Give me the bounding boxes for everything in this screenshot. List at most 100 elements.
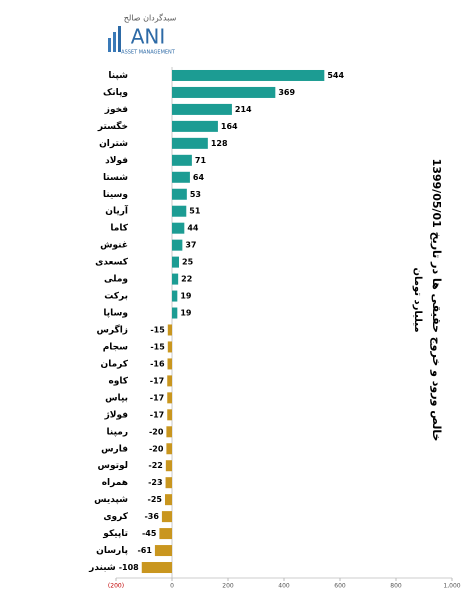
value-label: -17 xyxy=(150,393,164,402)
bar xyxy=(172,69,325,81)
category-label: رمپنا xyxy=(107,427,128,437)
value-label: 369 xyxy=(278,88,295,97)
bar xyxy=(172,171,190,183)
chart-title: خالص ورود و خروج حقیقی ها در تاریخ 1399/… xyxy=(429,159,443,442)
value-label: 71 xyxy=(195,156,207,165)
bar xyxy=(172,137,208,149)
value-label: 544 xyxy=(327,71,344,80)
category-label: وپانک xyxy=(103,88,128,98)
bar xyxy=(172,222,185,234)
value-label: -25 xyxy=(148,495,163,504)
value-label: -15 xyxy=(150,342,165,351)
category-label: شپدیس xyxy=(94,495,128,505)
bar xyxy=(167,409,172,421)
value-label: -61 xyxy=(137,546,152,555)
logo-bar xyxy=(113,32,116,52)
category-label: لوتوس xyxy=(98,461,128,471)
category-label: آریان xyxy=(105,205,129,217)
bar xyxy=(159,528,172,540)
value-label: 128 xyxy=(211,139,228,148)
category-label: کاما xyxy=(110,224,128,234)
value-label: -16 xyxy=(150,359,165,368)
category-label: فخوز xyxy=(104,105,128,115)
bar xyxy=(172,273,179,285)
category-label: کسعدی xyxy=(95,258,129,268)
value-label: 51 xyxy=(189,207,201,216)
value-label: 64 xyxy=(193,173,205,182)
category-label: همراه xyxy=(102,478,128,488)
category-label: شتران xyxy=(99,139,128,149)
category-label: فولاژ xyxy=(104,410,129,420)
value-label: -36 xyxy=(144,512,159,521)
bar xyxy=(161,511,172,523)
logo-bar xyxy=(118,26,121,52)
category-label: فولاد xyxy=(105,156,128,166)
category-label: کروی xyxy=(103,512,128,522)
bar xyxy=(167,341,172,353)
category-label: شستا xyxy=(103,173,128,183)
value-label: -15 xyxy=(150,325,165,334)
value-label: 214 xyxy=(235,105,252,114)
x-tick-label: 0 xyxy=(170,583,174,590)
bar xyxy=(165,477,172,489)
category-label: وساپا xyxy=(103,309,128,319)
value-label: -23 xyxy=(148,478,162,487)
bar xyxy=(154,545,172,557)
x-tick-label: 200 xyxy=(222,583,234,590)
category-label: کاوه xyxy=(108,376,128,386)
category-label: وسینا xyxy=(103,190,128,200)
value-label: -17 xyxy=(150,376,164,385)
category-label: سجام xyxy=(103,342,128,352)
bar xyxy=(172,307,178,319)
bar xyxy=(167,324,172,336)
value-label: 53 xyxy=(190,190,201,199)
category-label: کرمان xyxy=(101,359,129,369)
category-label: پارسان xyxy=(96,546,128,556)
bar xyxy=(172,256,179,268)
logo-tagline: ASSET MANAGEMENT xyxy=(121,50,176,56)
value-label: -17 xyxy=(150,410,164,419)
category-label: شبندر xyxy=(88,563,116,573)
bar xyxy=(172,103,232,115)
bar xyxy=(165,460,172,472)
bar xyxy=(167,392,172,404)
value-label: -45 xyxy=(142,529,157,538)
value-label: 44 xyxy=(187,224,199,233)
x-tick-label: 800 xyxy=(390,583,402,590)
category-label: خگستر xyxy=(97,120,128,132)
x-tick-label: 400 xyxy=(278,583,290,590)
bar xyxy=(172,205,187,217)
value-label: 37 xyxy=(185,241,196,250)
category-label: غنوش xyxy=(100,241,128,251)
category-label: زاگرس xyxy=(96,323,128,335)
bar xyxy=(166,443,172,455)
value-label: -108 xyxy=(119,563,139,572)
bar xyxy=(167,358,172,370)
bar xyxy=(165,494,172,506)
bar xyxy=(172,188,187,200)
x-tick-label: 600 xyxy=(334,583,346,590)
bar xyxy=(172,290,178,302)
category-label: وملی xyxy=(104,275,128,285)
bar xyxy=(172,120,218,132)
x-tick-label: 1,000 xyxy=(443,583,460,590)
value-label: -22 xyxy=(148,461,162,470)
logo: سبدگردان صالح ANI ASSET MANAGEMENT xyxy=(108,13,177,56)
bar xyxy=(141,562,172,574)
bar xyxy=(167,375,172,387)
category-label: برکت xyxy=(104,292,128,302)
bar xyxy=(172,239,183,251)
x-tick-label: (200) xyxy=(108,583,124,590)
category-label: بپاس xyxy=(105,393,128,403)
bar xyxy=(166,426,172,438)
logo-persian: سبدگردان صالح xyxy=(124,13,177,23)
value-label: -20 xyxy=(149,427,164,436)
chart-subtitle: میلیارد تومان xyxy=(412,267,423,332)
category-label: تاپیکو xyxy=(102,529,128,539)
value-label: 19 xyxy=(180,292,192,301)
value-label: 22 xyxy=(181,275,192,284)
value-label: 19 xyxy=(180,309,192,318)
value-label: -20 xyxy=(149,444,164,453)
bar xyxy=(172,86,276,98)
